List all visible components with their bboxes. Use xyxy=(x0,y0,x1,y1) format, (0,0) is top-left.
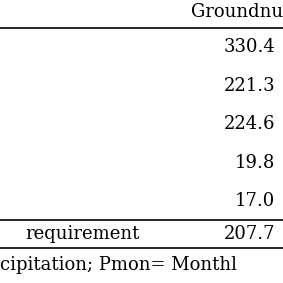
Text: 207.7: 207.7 xyxy=(224,225,275,243)
Text: 19.8: 19.8 xyxy=(235,154,275,172)
Text: 330.4: 330.4 xyxy=(223,38,275,56)
Text: Groundnu: Groundnu xyxy=(191,3,283,21)
Text: 17.0: 17.0 xyxy=(235,192,275,210)
Text: cipitation; Pmon= Monthl: cipitation; Pmon= Monthl xyxy=(0,256,237,274)
Text: 224.6: 224.6 xyxy=(224,115,275,133)
Text: 221.3: 221.3 xyxy=(223,77,275,95)
Text: requirement: requirement xyxy=(26,225,140,243)
